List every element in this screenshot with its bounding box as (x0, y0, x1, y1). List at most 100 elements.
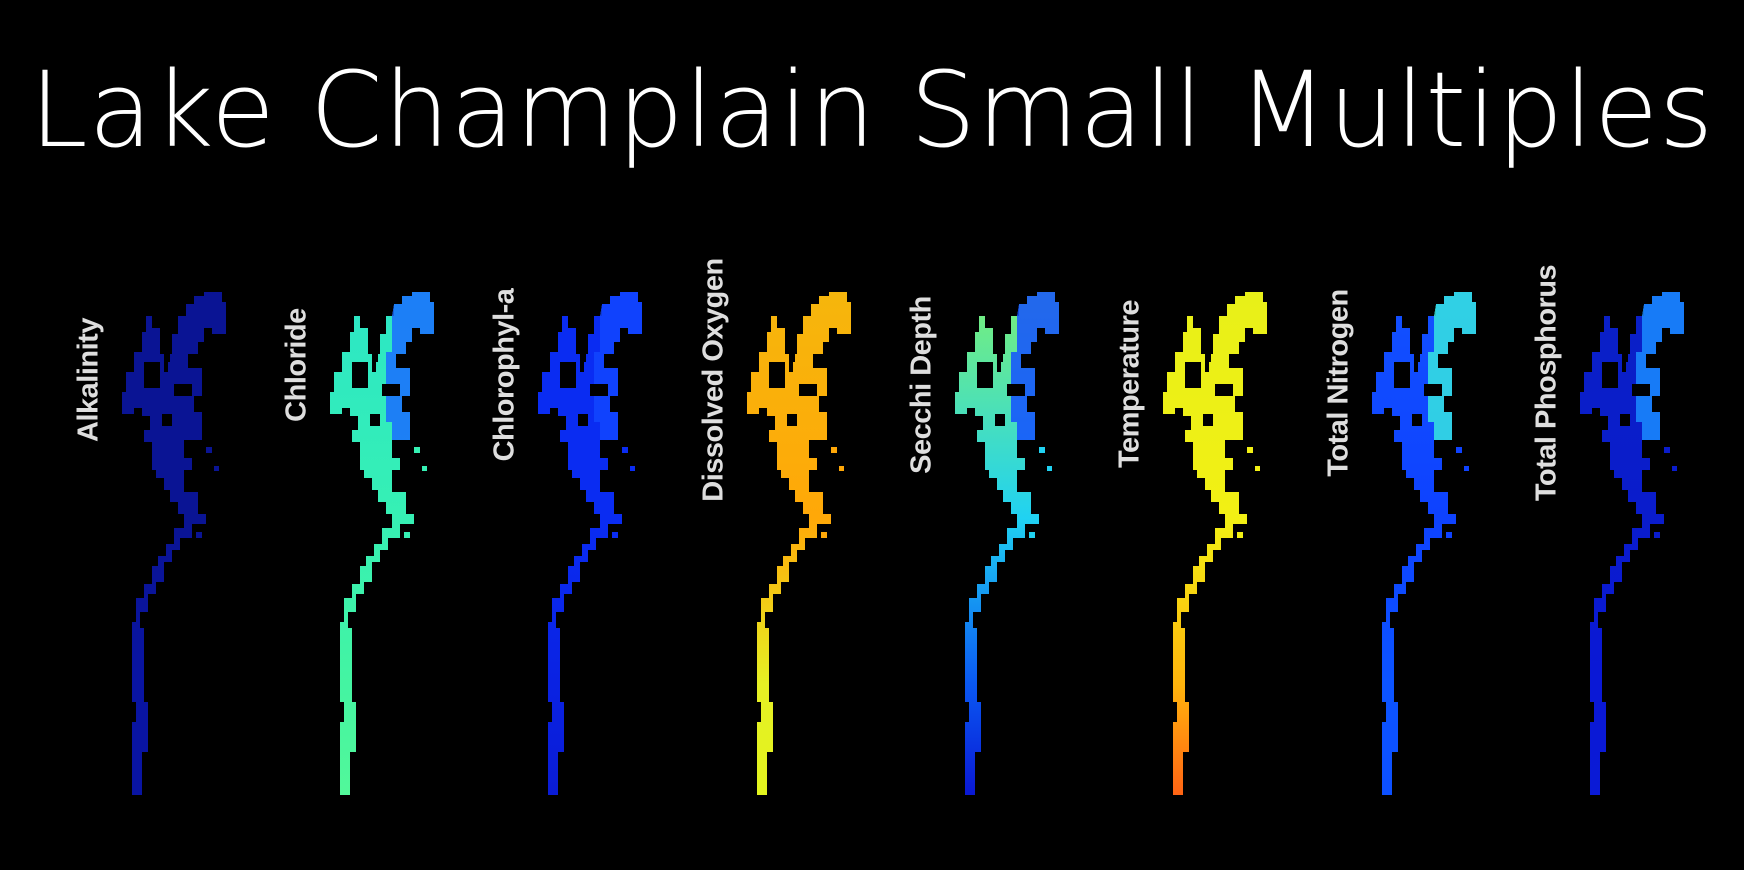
lake-speck (196, 532, 202, 538)
lake-speck (1456, 447, 1462, 453)
island (382, 384, 400, 396)
island (188, 354, 198, 368)
panel-label: Dissolved Oxygen (697, 258, 730, 502)
panel-label: Secchi Depth (905, 296, 938, 474)
panel-label-container: Secchi Depth (897, 292, 947, 797)
island (352, 362, 368, 388)
island (977, 362, 993, 388)
island (799, 384, 817, 396)
lake-speck (1255, 466, 1260, 471)
island (1229, 354, 1239, 368)
island (1021, 354, 1031, 368)
panel-label: Chlorophyl-a (488, 288, 521, 462)
panel-label: Temperature (1113, 299, 1146, 469)
lake-panel: Total Nitrogen (1314, 289, 1499, 797)
panel-label: Chloride (280, 308, 313, 422)
lake-body (330, 292, 434, 795)
panel-label-container: Dissolved Oxygen (689, 258, 739, 797)
lake-body (955, 292, 1059, 795)
island (174, 384, 192, 396)
lake-panel: Total Phosphorus (1522, 265, 1707, 797)
island (769, 362, 785, 388)
lake-body (747, 292, 851, 795)
lake-panel: Temperature (1105, 292, 1290, 797)
island (1412, 414, 1422, 426)
lake-speck (1664, 447, 1670, 453)
island (162, 414, 172, 426)
lake-panel: Secchi Depth (897, 292, 1082, 797)
lake-map (538, 292, 642, 795)
lake-map (1580, 292, 1684, 795)
island (1215, 384, 1233, 396)
lake-speck (1464, 466, 1469, 471)
lake-bay-region (386, 292, 434, 440)
panel-label-container: Temperature (1105, 292, 1155, 797)
island (590, 384, 608, 396)
lake-body (122, 292, 226, 795)
lake-panel: Chlorophyl-a (480, 288, 665, 797)
lake-bay-region (594, 292, 642, 440)
island (1203, 414, 1213, 426)
island (813, 354, 823, 368)
island (1424, 384, 1442, 396)
panel-label-container: Alkalinity (64, 292, 114, 797)
lake-speck (831, 447, 837, 453)
panel-label-container: Chloride (272, 292, 322, 797)
island (1438, 354, 1448, 368)
lake-speck (206, 447, 212, 453)
lake-body (538, 292, 642, 795)
panel-label: Total Nitrogen (1322, 289, 1355, 477)
lake-speck (1029, 532, 1035, 538)
lake-speck (1672, 466, 1677, 471)
island (370, 414, 380, 426)
lake-panel: Alkalinity (64, 292, 249, 797)
panel-label: Total Phosphorus (1530, 264, 1563, 502)
panel-label-container: Total Nitrogen (1314, 289, 1364, 797)
lake-speck (1247, 447, 1253, 453)
lake-map (747, 292, 851, 795)
lake-speck (414, 447, 420, 453)
lake-speck (622, 447, 628, 453)
island (604, 354, 614, 368)
island (1185, 362, 1201, 388)
lake-body (1580, 292, 1684, 795)
island (1646, 354, 1656, 368)
page-title: Lake Champlain Small Multiples (29, 49, 1715, 171)
lake-speck (214, 466, 219, 471)
island (1394, 362, 1410, 388)
island (560, 362, 576, 388)
lake-bay-region (1428, 292, 1476, 440)
island (1632, 384, 1650, 396)
lake-speck (404, 532, 410, 538)
lake-panel: Chloride (272, 292, 457, 797)
lake-bay-region (1636, 292, 1684, 440)
lake-speck (422, 466, 427, 471)
lake-speck (1237, 532, 1243, 538)
lake-map (955, 292, 1059, 795)
lake-speck (821, 532, 827, 538)
island (396, 354, 406, 368)
lake-speck (1446, 532, 1452, 538)
island (578, 414, 588, 426)
island (1620, 414, 1630, 426)
lake-panel: Dissolved Oxygen (689, 258, 874, 797)
lake-bay-region (1011, 292, 1059, 440)
panel-label-container: Total Phosphorus (1522, 265, 1572, 797)
lake-body (1163, 292, 1267, 795)
lake-speck (839, 466, 844, 471)
island (144, 362, 160, 388)
lake-body (1372, 292, 1476, 795)
lake-map (1372, 292, 1476, 795)
lake-speck (1654, 532, 1660, 538)
lake-map (330, 292, 434, 795)
panel-label-container: Chlorophyl-a (480, 288, 530, 797)
lake-speck (1047, 466, 1052, 471)
island (995, 414, 1005, 426)
lake-speck (612, 532, 618, 538)
island (1602, 362, 1618, 388)
lake-map (1163, 292, 1267, 795)
island (1007, 384, 1025, 396)
lake-speck (1039, 447, 1045, 453)
lake-map (122, 292, 226, 795)
